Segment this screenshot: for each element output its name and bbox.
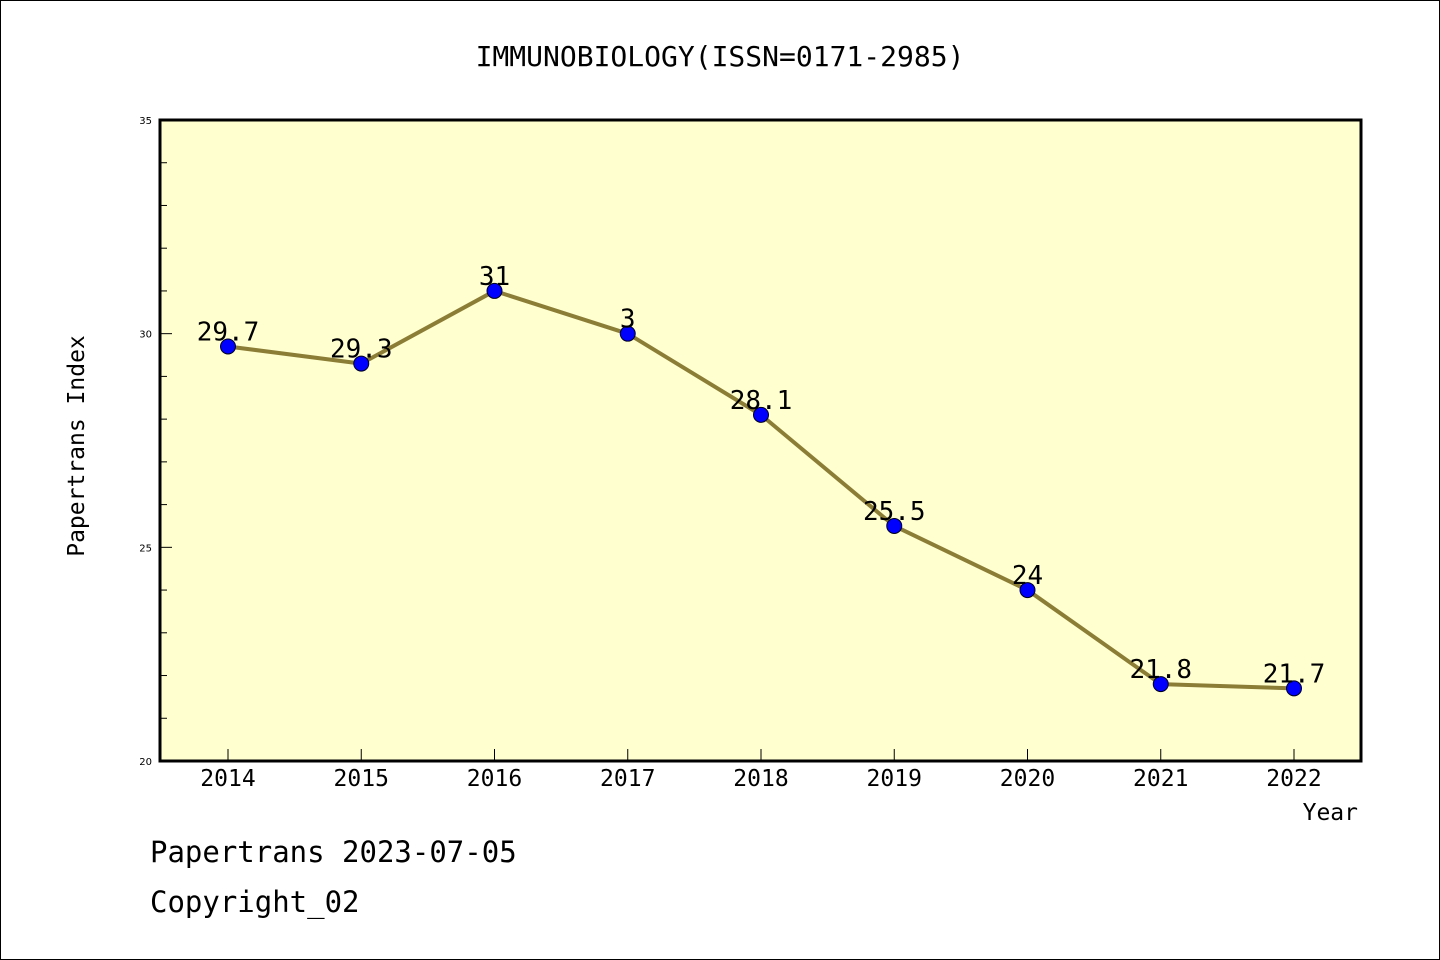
data-label: 29.3	[330, 335, 393, 365]
x-tick-label: 2018	[733, 766, 788, 792]
data-label: 25.5	[863, 497, 926, 527]
chart-title: IMMUNOBIOLOGY(ISSN=0171-2985)	[476, 40, 965, 73]
data-label: 28.1	[730, 386, 793, 416]
y-tick-label: 30	[139, 330, 152, 341]
x-tick-label: 2014	[200, 766, 255, 792]
data-point	[753, 406, 769, 423]
series-layer: 29.7 29.3 31 3 28.1 25.5 24 21.8 21.7	[197, 262, 1326, 697]
data-point	[886, 517, 903, 534]
data-point	[220, 338, 236, 355]
data-point	[353, 355, 370, 372]
x-tick-label: 2017	[600, 766, 655, 792]
y-tick-label: 20	[139, 757, 152, 768]
x-tick-label: 2019	[867, 766, 922, 792]
data-label: 31	[479, 262, 510, 292]
y-tick-label: 25	[139, 543, 152, 554]
y-tick-label: 35	[139, 116, 152, 127]
x-tick-label: 2020	[1000, 766, 1055, 792]
data-point	[1152, 676, 1169, 693]
x-axis-label: Year	[1303, 800, 1358, 826]
y-axis-label: Papertrans Index	[64, 335, 90, 557]
data-label: 3	[620, 305, 636, 335]
data-label: 21.8	[1129, 655, 1192, 685]
plot-area	[158, 118, 1363, 763]
footer-date: Papertrans 2023-07-05	[150, 835, 517, 869]
x-tick-label: 2022	[1266, 766, 1321, 792]
x-tick-label: 2015	[334, 766, 389, 792]
data-label: 29.7	[197, 317, 260, 347]
x-axis: 2014 2015 2016 2017 2018 2019 2020 2021 2022	[200, 749, 1322, 792]
data-point	[1286, 680, 1302, 697]
x-tick-label: 2016	[467, 766, 522, 792]
data-point	[486, 282, 503, 299]
data-label: 24	[1012, 561, 1043, 591]
data-point	[619, 325, 636, 342]
data-label: 21.7	[1263, 659, 1326, 689]
data-point	[1019, 582, 1036, 599]
y-axis: 20 25 30 35	[139, 116, 172, 768]
footer-copyright: Copyright_02	[150, 885, 360, 919]
x-tick-label: 2021	[1133, 766, 1188, 792]
